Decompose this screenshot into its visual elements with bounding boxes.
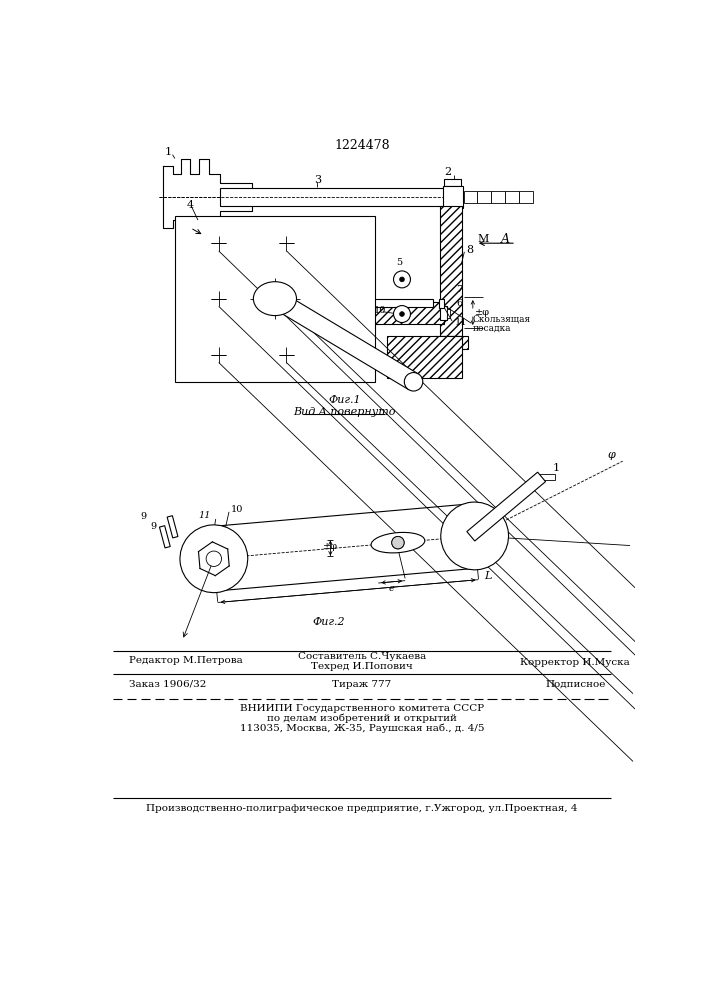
Bar bbox=[368, 299, 433, 307]
Text: M: M bbox=[477, 234, 489, 244]
Polygon shape bbox=[167, 516, 178, 538]
Bar bbox=[434, 336, 468, 349]
Polygon shape bbox=[160, 526, 170, 548]
Polygon shape bbox=[270, 291, 419, 390]
Ellipse shape bbox=[180, 525, 247, 593]
Text: Фиг.1: Фиг.1 bbox=[328, 395, 361, 405]
Ellipse shape bbox=[440, 502, 508, 570]
Text: Скользящая: Скользящая bbox=[473, 314, 531, 323]
Bar bbox=[447, 309, 450, 318]
Bar bbox=[491, 191, 506, 203]
Bar bbox=[440, 206, 462, 336]
Text: по делам изобретений и открытий: по делам изобретений и открытий bbox=[267, 714, 457, 723]
Circle shape bbox=[392, 536, 404, 549]
Text: φ: φ bbox=[607, 450, 615, 460]
Polygon shape bbox=[467, 472, 546, 541]
Bar bbox=[506, 191, 519, 203]
Text: 1: 1 bbox=[165, 147, 172, 157]
Text: 9: 9 bbox=[141, 512, 147, 521]
Text: 10: 10 bbox=[230, 505, 243, 514]
Circle shape bbox=[392, 536, 404, 549]
Circle shape bbox=[394, 306, 411, 323]
Text: 5: 5 bbox=[396, 258, 402, 267]
Bar bbox=[440, 306, 447, 320]
Text: Вид A повернуто: Вид A повернуто bbox=[293, 407, 395, 417]
Text: Корректор И.Муска: Корректор И.Муска bbox=[520, 658, 630, 667]
Text: 1224478: 1224478 bbox=[334, 139, 390, 152]
Text: 3: 3 bbox=[314, 175, 321, 185]
Text: Составитель С.Чукаева: Составитель С.Чукаева bbox=[298, 652, 426, 661]
Bar bbox=[219, 188, 444, 206]
Text: Производственно-полиграфическое предприятие, г.Ужгород, ул.Проектная, 4: Производственно-полиграфическое предприя… bbox=[146, 804, 578, 813]
Text: A: A bbox=[501, 233, 510, 246]
Text: ±φ: ±φ bbox=[322, 542, 338, 551]
Text: 8: 8 bbox=[466, 245, 473, 255]
Text: Техред И.Попович: Техред И.Попович bbox=[311, 662, 413, 671]
Text: 11: 11 bbox=[455, 318, 467, 327]
Text: 7: 7 bbox=[456, 285, 462, 294]
Text: посадка: посадка bbox=[473, 323, 511, 332]
Ellipse shape bbox=[404, 373, 423, 391]
Text: 1: 1 bbox=[552, 463, 559, 473]
Text: e: e bbox=[389, 584, 395, 593]
Circle shape bbox=[399, 277, 404, 282]
Bar bbox=[464, 191, 477, 203]
Bar bbox=[443, 186, 463, 208]
Text: 10: 10 bbox=[373, 306, 386, 315]
Text: 11: 11 bbox=[199, 511, 211, 520]
Bar bbox=[175, 216, 375, 382]
Text: Тираж 777: Тираж 777 bbox=[332, 680, 392, 689]
Bar bbox=[387, 336, 462, 378]
Text: Редактор М.Петрова: Редактор М.Петрова bbox=[129, 656, 243, 665]
Text: Подписное: Подписное bbox=[545, 680, 605, 689]
Text: ВНИИПИ Государственного комитета СССР: ВНИИПИ Государственного комитета СССР bbox=[240, 704, 484, 713]
Bar bbox=[535, 474, 556, 480]
Text: 4: 4 bbox=[187, 200, 194, 210]
Circle shape bbox=[206, 551, 221, 566]
Text: L: L bbox=[484, 571, 492, 581]
Text: Заказ 1906/32: Заказ 1906/32 bbox=[129, 680, 206, 689]
Text: 9: 9 bbox=[150, 522, 156, 531]
Bar bbox=[444, 179, 461, 186]
Text: 113035, Москва, Ж-35, Раушская наб., д. 4/5: 113035, Москва, Ж-35, Раушская наб., д. … bbox=[240, 724, 484, 733]
Circle shape bbox=[399, 312, 404, 316]
Bar bbox=[368, 302, 444, 324]
Text: Фиг.2: Фиг.2 bbox=[312, 617, 345, 627]
Text: 2: 2 bbox=[445, 167, 452, 177]
Bar bbox=[477, 191, 491, 203]
Text: 6: 6 bbox=[456, 299, 462, 308]
Ellipse shape bbox=[253, 282, 296, 316]
Text: ±φ: ±φ bbox=[475, 308, 490, 317]
Bar bbox=[519, 191, 533, 203]
Circle shape bbox=[394, 271, 411, 288]
Ellipse shape bbox=[371, 532, 425, 553]
Bar bbox=[444, 208, 461, 215]
Bar bbox=[439, 299, 443, 308]
